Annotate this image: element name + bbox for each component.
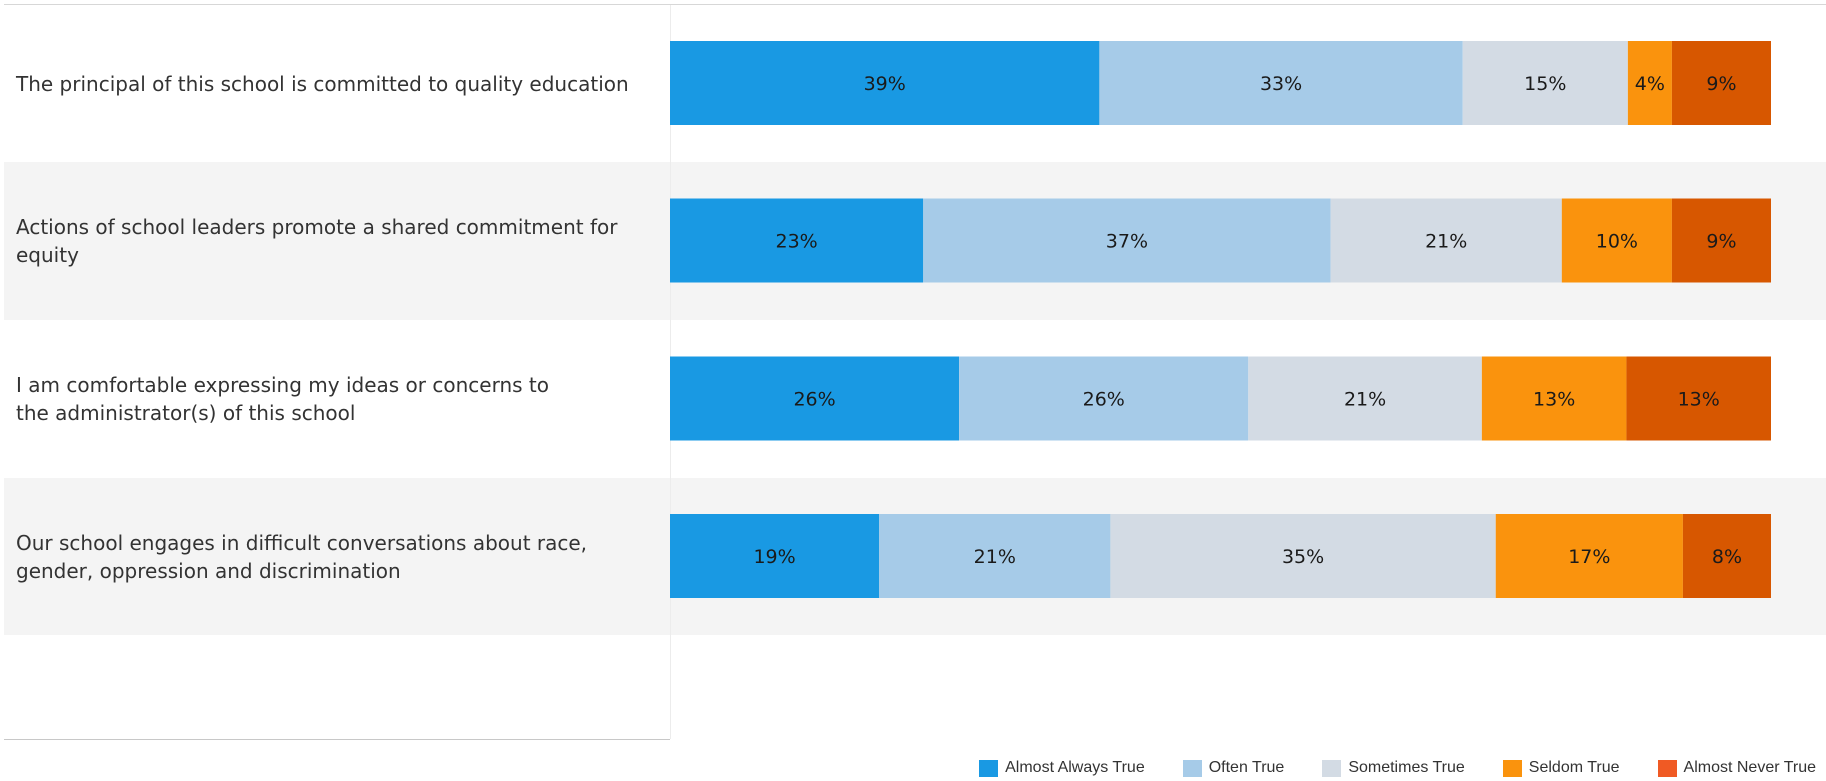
legend-label: Almost Always True [1005,759,1145,776]
bar-segment-row0-series3[interactable] [1627,41,1672,125]
legend-swatch [979,759,999,777]
bar-segment-row1-series3[interactable] [1561,198,1672,283]
legend-label: Sometimes True [1348,759,1465,776]
legend: Almost Always True Often True Sometimes Tr… [941,757,1816,779]
data-label-row3-series4: 8% [1712,546,1742,568]
row-label-3: Our school engages in difficult conversa… [16,478,656,635]
bar-segment-row1-series2[interactable] [1330,198,1562,283]
bar-segment-row2-series4[interactable] [1626,356,1771,441]
data-label-row1-series4: 9% [1706,231,1736,253]
legend-item-4[interactable]: Almost Never True [1657,759,1816,777]
data-label-row3-series0: 19% [753,546,795,568]
data-label-row2-series4: 13% [1678,389,1720,411]
bar-segment-row3-series0[interactable] [670,514,880,598]
data-label-row2-series2: 21% [1344,389,1386,411]
row-label-1: Actions of school leaders promote a shar… [16,162,656,320]
row-label-2: I am comfortable expressing my ideas or … [16,320,656,478]
bottom-rule [4,739,670,740]
data-label-row2-series1: 26% [1083,389,1125,411]
data-label-row1-series3: 10% [1596,231,1638,253]
legend-swatch [1657,759,1677,777]
data-label-row0-series0: 39% [864,73,906,95]
bar-segment-row1-series1[interactable] [923,198,1331,283]
bar-segment-row0-series2[interactable] [1462,41,1628,125]
legend-item-0[interactable]: Almost Always True [979,759,1145,777]
bar-segment-row0-series4[interactable] [1671,41,1771,125]
row-label-text: The principal of this school is committe… [16,71,629,96]
bar-segment-row2-series3[interactable] [1481,356,1627,441]
row-label-text: Actions of school leaders promote a shar… [16,215,618,267]
data-label-row1-series1: 37% [1106,231,1148,253]
data-label-row1-series0: 23% [775,231,817,253]
data-label-row3-series2: 35% [1282,546,1324,568]
data-label-row0-series3: 4% [1635,73,1665,95]
data-label-row3-series1: 21% [974,546,1016,568]
legend-swatch [1502,759,1522,777]
data-label-row2-series3: 13% [1533,389,1575,411]
legend-label: Almost Never True [1683,759,1816,776]
bar-segment-row2-series2[interactable] [1248,356,1482,441]
bar-segment-row0-series0[interactable] [670,41,1100,125]
bar-segment-row3-series1[interactable] [879,514,1111,598]
bar-segment-row3-series3[interactable] [1495,514,1683,598]
legend-label: Seldom True [1528,759,1620,776]
legend-item-2[interactable]: Sometimes True [1322,759,1465,777]
bar-segment-row1-series0[interactable] [670,198,924,283]
data-label-row0-series1: 33% [1260,73,1302,95]
row-label-text: Our school engages in difficult conversa… [16,530,588,583]
top-rule [4,4,1826,5]
bar-segment-row0-series1[interactable] [1099,41,1463,125]
legend-swatch [1182,759,1202,777]
bar-segment-row1-series4[interactable] [1671,198,1771,283]
legend-item-3[interactable]: Seldom True [1502,759,1620,777]
legend-item-1[interactable]: Often True [1182,759,1285,777]
data-label-row0-series4: 9% [1706,73,1736,95]
legend-swatch [1322,759,1342,777]
data-label-row2-series0: 26% [793,389,835,411]
row-label-0: The principal of this school is committe… [16,5,656,162]
data-label-row1-series2: 21% [1425,231,1467,253]
bar-segment-row2-series0[interactable] [670,356,960,441]
legend-label: Often True [1208,759,1285,776]
data-label-row0-series2: 15% [1524,73,1566,95]
bar-segment-row2-series1[interactable] [959,356,1249,441]
bar-segment-row3-series2[interactable] [1110,514,1496,598]
data-label-row3-series3: 17% [1568,546,1610,568]
row-label-text: I am comfortable expressing my ideas or … [16,373,549,425]
bar-segment-row3-series4[interactable] [1682,514,1771,598]
